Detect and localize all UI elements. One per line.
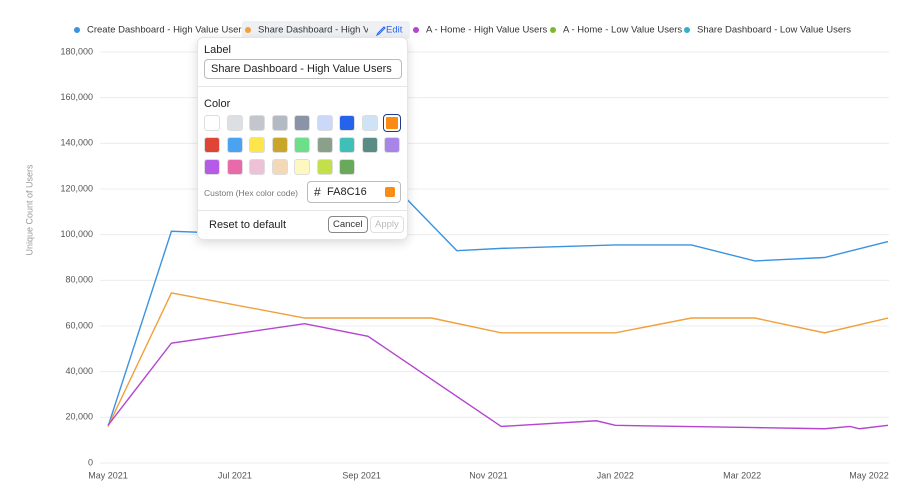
y-tick-label: 0: [88, 457, 93, 467]
color-swatch[interactable]: [383, 114, 401, 132]
color-swatch[interactable]: [294, 159, 310, 175]
legend-label[interactable]: A - Home - Low Value Users: [563, 25, 682, 36]
divider: [198, 210, 407, 211]
color-swatch[interactable]: [226, 137, 243, 153]
color-swatch[interactable]: [294, 115, 310, 131]
hash: #: [314, 185, 321, 199]
series-line: [107, 292, 889, 427]
y-axis-title: Unique Count of Users: [24, 164, 34, 256]
y-tick-label: 100,000: [60, 229, 93, 239]
color-swatch[interactable]: [204, 115, 220, 131]
edit-icon: [375, 26, 386, 37]
y-tick-label: 180,000: [60, 46, 93, 56]
divider: [198, 86, 407, 87]
color-swatch[interactable]: [249, 159, 265, 175]
x-tick-label: May 2022: [849, 470, 889, 480]
x-tick-label: Mar 2022: [723, 470, 761, 480]
color-swatch[interactable]: [226, 159, 243, 175]
label-input[interactable]: Share Dashboard - High Value Users: [204, 59, 402, 79]
legend-label[interactable]: Share Dashboard - Low Value Users: [697, 25, 851, 36]
y-tick-label: 60,000: [65, 320, 93, 330]
color-popup: Label Share Dashboard - High Value Users…: [197, 37, 408, 240]
color-swatch[interactable]: [204, 137, 220, 153]
y-tick-label: 160,000: [60, 92, 93, 102]
y-tick-label: 20,000: [65, 412, 93, 422]
color-swatch[interactable]: [226, 115, 243, 131]
color-swatch[interactable]: [384, 137, 400, 153]
cancel-button[interactable]: Cancel: [328, 216, 368, 233]
y-tick-label: 80,000: [65, 275, 93, 285]
color-swatch[interactable]: [361, 137, 378, 153]
legend-label[interactable]: Create Dashboard - High Value Users: [87, 25, 247, 36]
color-swatch[interactable]: [316, 159, 333, 175]
legend-dot: [413, 27, 419, 33]
color-swatch[interactable]: [249, 137, 265, 153]
color-swatch[interactable]: [271, 137, 288, 153]
y-tick-label: 40,000: [65, 366, 93, 376]
reset-button[interactable]: Reset to default: [209, 219, 287, 231]
color-swatch[interactable]: [316, 137, 333, 153]
y-tick-label: 140,000: [60, 138, 93, 148]
color-swatch[interactable]: [294, 137, 310, 153]
color-swatch[interactable]: [271, 159, 288, 175]
hex-input[interactable]: # FA8C16: [307, 181, 401, 203]
x-tick-label: May 2021: [88, 470, 128, 480]
legend-label[interactable]: A - Home - High Value Users: [426, 25, 548, 36]
y-tick-label: 120,000: [60, 183, 93, 193]
x-tick-label: Jul 2021: [218, 470, 252, 480]
edit-button[interactable]: Edit: [386, 25, 403, 36]
legend-dot: [245, 27, 251, 33]
color-swatch[interactable]: [249, 115, 265, 131]
color-swatch[interactable]: [339, 115, 355, 131]
x-tick-label: Jan 2022: [597, 470, 634, 480]
apply-button[interactable]: Apply: [370, 216, 404, 233]
hex-swatch: [385, 187, 395, 197]
legend-dot: [550, 27, 556, 33]
color-swatch[interactable]: [361, 115, 378, 131]
x-tick-label: Nov 2021: [469, 470, 508, 480]
legend-highlight: [242, 21, 410, 39]
custom-label: Custom (Hex color code): [204, 188, 299, 198]
color-swatch[interactable]: [316, 115, 333, 131]
x-tick-label: Sep 2021: [342, 470, 381, 480]
label-heading: Label: [204, 44, 231, 56]
color-swatch[interactable]: [204, 159, 220, 175]
series-line: [107, 323, 889, 430]
color-swatch[interactable]: [271, 115, 288, 131]
color-swatch[interactable]: [339, 137, 355, 153]
legend-label[interactable]: Share Dashboard - High Value Users: [258, 25, 414, 36]
color-swatch[interactable]: [339, 159, 355, 175]
legend-dot: [74, 27, 80, 33]
color-heading: Color: [204, 98, 231, 110]
hex-value: FA8C16: [327, 186, 367, 198]
legend-dot: [684, 27, 690, 33]
